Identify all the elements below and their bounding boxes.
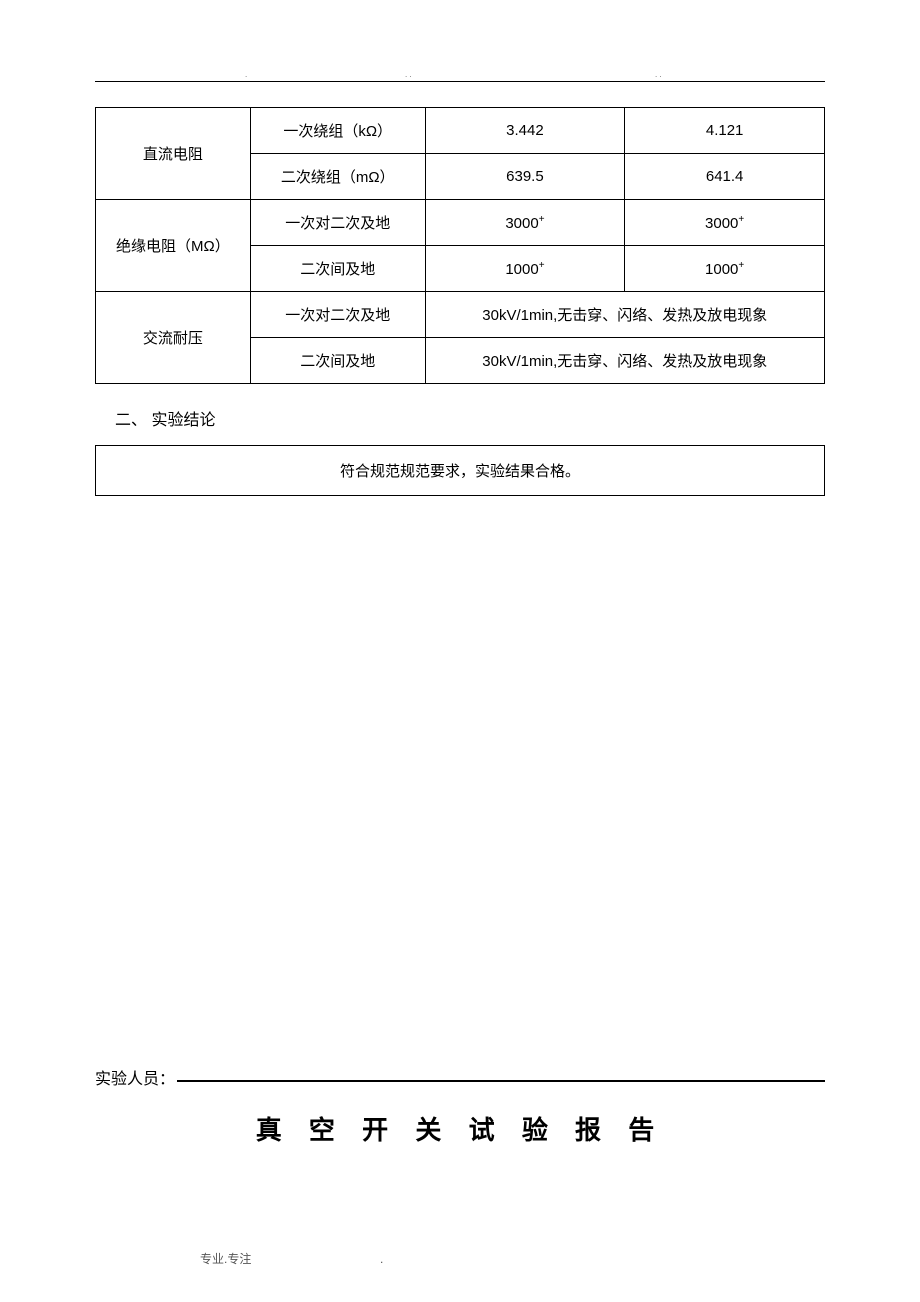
footer-dot: . [380, 1252, 383, 1266]
value-cell: 641.4 [625, 154, 825, 200]
table-row: 交流耐压 一次对二次及地 30kV/1min,无击穿、闪络、发热及放电现象 [96, 292, 825, 338]
group-label: 交流耐压 [96, 292, 251, 384]
value-cell: 3000+ [425, 200, 625, 246]
value-cell: 639.5 [425, 154, 625, 200]
header-rule: . . . . . [95, 70, 825, 82]
personnel-label: 实验人员： [95, 1065, 175, 1089]
personnel-row: 实验人员： [95, 1065, 825, 1089]
value-cell-wide: 30kV/1min,无击穿、闪络、发热及放电现象 [425, 338, 824, 384]
value-cell: 3.442 [425, 108, 625, 154]
value-cell: 3000+ [625, 200, 825, 246]
value-base: 1000 [505, 261, 538, 278]
footer-text: 专业.专注 . [200, 1250, 251, 1267]
value-cell: 1000+ [625, 246, 825, 292]
value-cell-wide: 30kV/1min,无击穿、闪络、发热及放电现象 [425, 292, 824, 338]
row-label: 二次间及地 [250, 246, 425, 292]
value-sup: + [539, 260, 545, 271]
group-label: 绝缘电阻（MΩ） [96, 200, 251, 292]
table-row: 绝缘电阻（MΩ） 一次对二次及地 3000+ 3000+ [96, 200, 825, 246]
row-label: 一次绕组（kΩ） [250, 108, 425, 154]
value-sup: + [738, 214, 744, 225]
row-label: 二次绕组（mΩ） [250, 154, 425, 200]
value-cell: 4.121 [625, 108, 825, 154]
personnel-underline [177, 1080, 825, 1082]
value-base: 3000 [505, 215, 538, 232]
page-container: . . . . . 直流电阻 一次绕组（kΩ） 3.442 4.121 二次绕组… [0, 0, 920, 496]
value-sup: + [738, 260, 744, 271]
row-label: 二次间及地 [250, 338, 425, 384]
section-heading: 二、 实验结论 [95, 406, 825, 430]
group-label: 直流电阻 [96, 108, 251, 200]
value-base: 3000 [705, 215, 738, 232]
value-cell: 1000+ [425, 246, 625, 292]
value-sup: + [539, 214, 545, 225]
conclusion-box: 符合规范规范要求，实验结果合格。 [95, 445, 825, 496]
header-dot-1: . [245, 70, 247, 79]
row-label: 一次对二次及地 [250, 200, 425, 246]
value-base: 1000 [705, 261, 738, 278]
table-row: 直流电阻 一次绕组（kΩ） 3.442 4.121 [96, 108, 825, 154]
footer-label: 专业.专注 [200, 1252, 251, 1266]
header-dot-2: . . [405, 70, 412, 79]
data-table: 直流电阻 一次绕组（kΩ） 3.442 4.121 二次绕组（mΩ） 639.5… [95, 107, 825, 384]
report-title: 真 空 开 关 试 验 报 告 [0, 1110, 920, 1147]
header-dot-3: . . [655, 70, 662, 79]
row-label: 一次对二次及地 [250, 292, 425, 338]
